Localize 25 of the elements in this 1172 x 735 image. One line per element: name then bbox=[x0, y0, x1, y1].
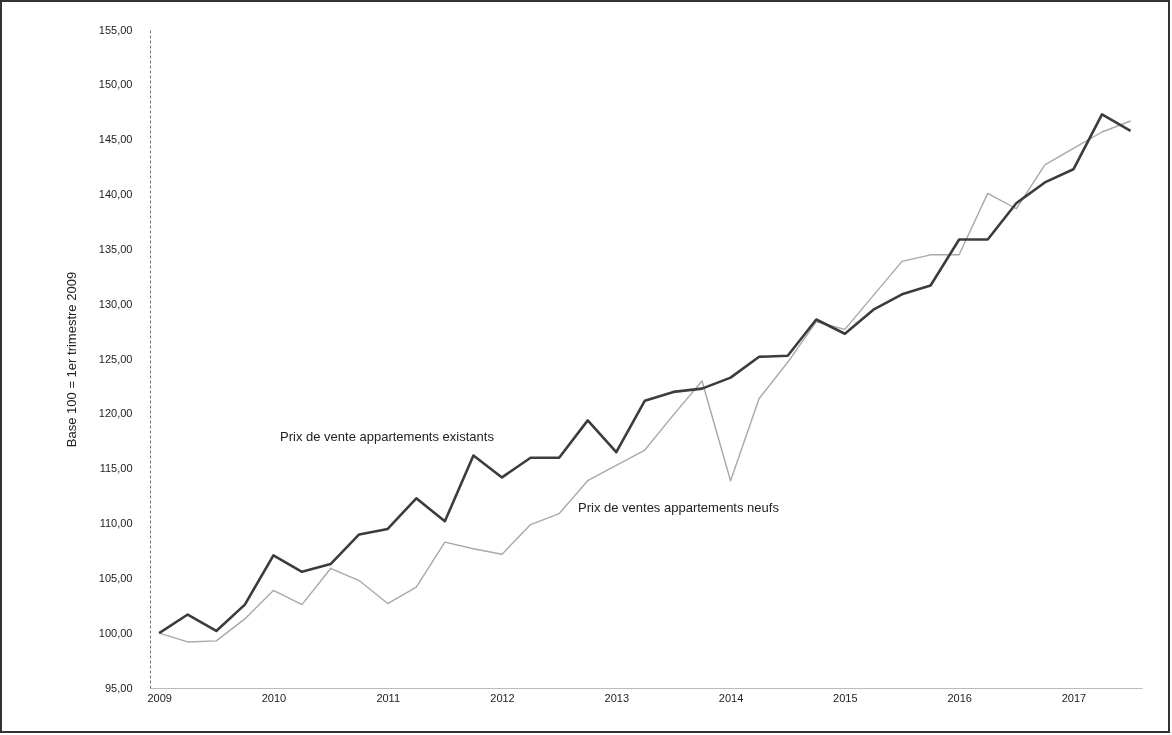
y-tick-label: 140,00 bbox=[98, 188, 133, 200]
x-tick-label: 2015 bbox=[833, 691, 858, 704]
x-tick-label: 2009 bbox=[147, 691, 172, 704]
y-tick-label: 125,00 bbox=[98, 352, 133, 365]
y-tick-label: 155,00 bbox=[98, 23, 133, 36]
y-tick-label: 115,00 bbox=[99, 462, 133, 475]
y-tick-label: 110,00 bbox=[99, 517, 133, 529]
y-tick-label: 100,00 bbox=[98, 626, 133, 639]
y-tick-label: 95,00 bbox=[104, 681, 133, 694]
x-tick-label: 2013 bbox=[604, 691, 630, 704]
x-tick-label: 2014 bbox=[718, 691, 744, 704]
y-tick-label: 105,00 bbox=[98, 571, 133, 584]
series-label: Prix de vente appartements existants bbox=[280, 429, 495, 444]
y-tick-label: 130,00 bbox=[98, 297, 133, 310]
y-tick-label: 150,00 bbox=[98, 78, 133, 91]
series-label: Prix de ventes appartements neufs bbox=[578, 500, 780, 515]
x-tick-label: 2017 bbox=[1061, 691, 1087, 704]
x-tick-label: 2011 bbox=[376, 691, 401, 704]
y-tick-label: 120,00 bbox=[98, 407, 133, 420]
x-tick-label: 2012 bbox=[490, 691, 515, 704]
x-tick-label: 2016 bbox=[947, 691, 972, 704]
y-axis-title: Base 100 = 1er trimestre 2009 bbox=[63, 271, 79, 448]
x-tick-label: 2010 bbox=[261, 691, 287, 704]
y-tick-label: 135,00 bbox=[98, 242, 133, 255]
y-tick-label: 145,00 bbox=[98, 133, 133, 146]
